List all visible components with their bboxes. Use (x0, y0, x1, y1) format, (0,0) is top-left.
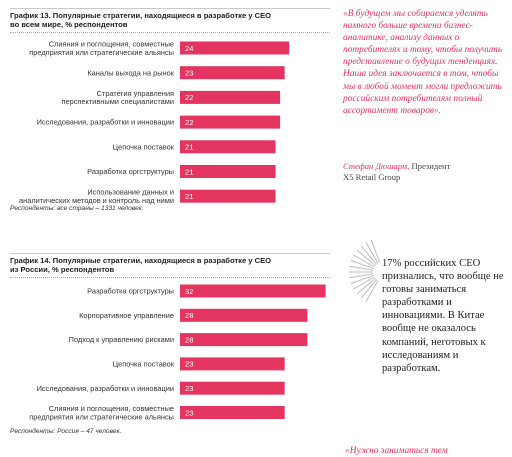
decoration-ray (356, 249, 376, 266)
chart-14-value-label: 23 (185, 408, 193, 417)
chart-14-value-label: 28 (185, 335, 193, 344)
chart-14-value-label: 28 (185, 311, 193, 320)
chart-14-category-label: Подход к управлению рисками (69, 335, 174, 344)
chart-14: График 14. Популярные стратегии, находящ… (10, 253, 330, 435)
chart-14-divider (10, 277, 330, 278)
chart-14-category-label: Исследования, разработки и инновации (37, 384, 174, 393)
chart-13-value-label: 21 (185, 167, 193, 176)
ceo-quote: «В будущем мы собираемся уделять намного… (343, 9, 503, 116)
chart-13-value-label: 23 (185, 69, 193, 78)
chart-13-value-label: 21 (185, 143, 193, 152)
chart-13-category-label: Каналы выхода на рынок (87, 68, 174, 77)
chart-14-value-label: 23 (185, 360, 193, 369)
chart-13-bar (180, 115, 281, 129)
chart-13-plot: Слияния и поглощения, совместные предприя… (19, 39, 290, 205)
decoration-ray (349, 265, 374, 271)
chart-14-bar (180, 333, 308, 347)
chart-13-category-label: Стратегия управления перспективными специ… (62, 89, 174, 106)
chart-14-bar (180, 308, 308, 322)
chart-13-category-label: Цепочка поставок (113, 142, 175, 151)
chart-13-divider (10, 32, 330, 33)
chart-13-value-label: 21 (185, 192, 193, 201)
chart-14-respondents-note: Респонденты: Россия – 47 человек. (10, 428, 122, 435)
chart-14-plot: Разработка оргструктуры 32 Корпоративное у… (29, 284, 326, 421)
decoration-ray (350, 274, 374, 285)
chart-13-bar (180, 140, 276, 154)
chart-13-bar (180, 41, 290, 55)
decoration-ray (350, 259, 374, 270)
quote-author: Стефан Дюшарм, Президент X5 Retail Group (343, 161, 503, 183)
quote-author-company: X5 Retail Group (343, 172, 401, 182)
decoration-ray (353, 254, 375, 268)
chart-13-category-label: Использование данных и аналитических мето… (19, 188, 174, 205)
chart-13-bar (180, 189, 276, 203)
chart-13-title-text: График 13. Популярные стратегии, находящ… (10, 11, 272, 20)
chart-13-value-label: 22 (185, 118, 193, 127)
chart-13-respondents-note: Респонденты: все страны – 1331 человек. (10, 205, 144, 212)
chart-14-subtitle: из России, % респондентов (10, 265, 115, 274)
chart-13-value-label: 22 (185, 93, 193, 102)
chart-13-bar (180, 66, 285, 80)
decoration-ray (370, 239, 381, 263)
radial-lines-decoration (349, 239, 381, 302)
chart-14-bar (180, 381, 285, 395)
chart-13-value-label: 24 (185, 44, 193, 53)
chart-13-bar (180, 90, 281, 104)
chart-14-bar (180, 406, 285, 419)
callout-text: 17% российских CEO признались, что вообщ… (382, 258, 504, 374)
decoration-ray (349, 273, 374, 279)
chart-14-category-label: Корпоративное управление (79, 311, 174, 320)
decoration-ray (365, 242, 379, 264)
chart-14-value-label: 32 (185, 287, 193, 296)
chart-14-title-text: График 14. Популярные стратегии, находящ… (10, 256, 272, 265)
chart-14-value-label: 23 (185, 384, 193, 393)
chart-13-category-label: Разработка оргструктуры (87, 167, 174, 176)
chart-14-category-label: Слияния и поглощения, совместные предприя… (29, 404, 174, 421)
decoration-ray (360, 279, 377, 299)
chart-14-category-label: Цепочка поставок (113, 360, 175, 369)
chart-14-category-label: Разработка оргструктуры (87, 287, 174, 296)
chart-13-subtitle: во всем мире, % респондентов (10, 20, 128, 29)
decoration-ray (365, 280, 379, 302)
chart-14-title: График 14. Популярные стратегии, находящ… (10, 253, 330, 274)
quote-author-role: Президент (411, 161, 451, 171)
bottom-quote: «Нужно заниматься тем (345, 446, 448, 456)
chart-13: График 13. Популярные стратегии, находящ… (10, 8, 330, 212)
chart-13-category-label: Слияния и поглощения, совместные предприя… (29, 39, 174, 56)
chart-13-title: График 13. Популярные стратегии, находящ… (10, 8, 330, 29)
decoration-ray (356, 278, 376, 295)
chart-14-bar (180, 284, 326, 298)
quote-author-name: Стефан Дюшарм, (343, 161, 410, 171)
chart-14-bar (180, 357, 285, 371)
decoration-ray (360, 245, 377, 265)
decoration-ray (353, 276, 375, 290)
chart-13-category-label: Исследования, разработки и инновации (37, 118, 174, 127)
chart-13-bar (180, 165, 276, 178)
